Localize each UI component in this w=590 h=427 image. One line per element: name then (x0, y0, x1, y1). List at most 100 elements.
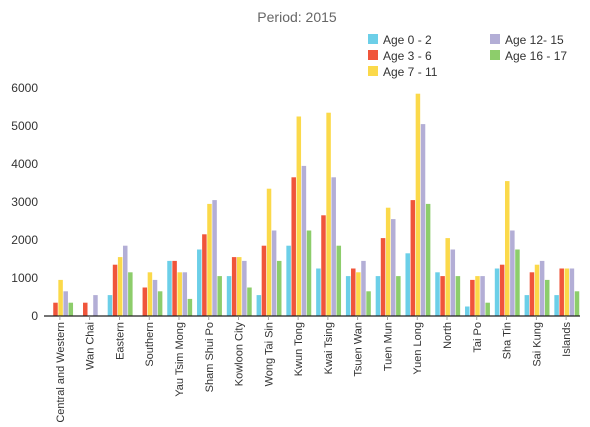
bar[interactable] (172, 260, 177, 316)
bar[interactable] (366, 291, 371, 316)
bar[interactable] (197, 249, 202, 317)
bar[interactable] (286, 245, 291, 316)
bar[interactable] (128, 272, 133, 316)
bar[interactable] (385, 207, 391, 316)
bar-group (53, 279, 74, 316)
bar[interactable] (510, 230, 515, 317)
bar[interactable] (217, 276, 222, 316)
legend-item[interactable]: Age 3 - 6 (368, 49, 432, 63)
bar[interactable] (266, 188, 272, 316)
bar[interactable] (524, 295, 530, 316)
bar[interactable] (53, 302, 58, 316)
bar[interactable] (539, 260, 545, 316)
bar[interactable] (68, 302, 74, 316)
bar[interactable] (231, 257, 237, 316)
bar[interactable] (167, 260, 172, 316)
bar[interactable] (117, 257, 123, 316)
bar[interactable] (356, 272, 361, 316)
bar[interactable] (187, 298, 193, 316)
bar[interactable] (237, 257, 242, 316)
bar[interactable] (515, 249, 520, 317)
bar[interactable] (177, 272, 182, 316)
bar-group (197, 200, 222, 316)
bar[interactable] (147, 272, 153, 316)
bar[interactable] (480, 276, 485, 316)
bar[interactable] (390, 219, 396, 316)
bar[interactable] (465, 306, 470, 317)
bar[interactable] (505, 181, 510, 316)
bar[interactable] (58, 279, 63, 316)
bar[interactable] (271, 230, 277, 317)
bar[interactable] (212, 200, 217, 316)
bar[interactable] (93, 295, 98, 316)
bar[interactable] (122, 245, 128, 316)
bar[interactable] (544, 279, 550, 316)
bar[interactable] (361, 260, 366, 316)
bar[interactable] (554, 295, 559, 316)
legend-item[interactable]: Age 16 - 17 (490, 49, 567, 63)
bar[interactable] (152, 279, 158, 316)
bar[interactable] (142, 287, 148, 317)
legend-item[interactable]: Age 0 - 2 (368, 33, 432, 47)
bar[interactable] (256, 295, 262, 316)
y-tick-label: 0 (31, 309, 38, 323)
bar[interactable] (420, 124, 426, 316)
bar-group (345, 260, 371, 317)
bar[interactable] (485, 302, 490, 316)
bar[interactable] (306, 230, 312, 317)
bar[interactable] (410, 200, 416, 316)
bar[interactable] (83, 302, 88, 316)
bar[interactable] (207, 203, 212, 316)
bar[interactable] (396, 276, 401, 316)
bar[interactable] (450, 249, 456, 317)
legend-item[interactable]: Age 7 - 11 (368, 65, 438, 79)
bar[interactable] (261, 245, 267, 316)
bar[interactable] (435, 272, 440, 316)
bar[interactable] (415, 93, 421, 316)
bar[interactable] (107, 295, 113, 316)
bar[interactable] (301, 165, 307, 316)
bar[interactable] (291, 177, 296, 316)
bar[interactable] (574, 291, 580, 316)
bar[interactable] (380, 238, 386, 316)
bar-group (142, 272, 163, 317)
bar[interactable] (112, 264, 118, 316)
bar[interactable] (564, 268, 570, 317)
bar[interactable] (534, 264, 540, 316)
legend-item[interactable]: Age 12- 15 (490, 33, 564, 47)
bar[interactable] (569, 268, 575, 317)
x-tick-label: Kwun Tong (293, 322, 305, 376)
legend-label: Age 12- 15 (505, 33, 564, 47)
bar[interactable] (182, 272, 188, 316)
bar[interactable] (494, 268, 500, 317)
bar[interactable] (316, 268, 321, 317)
bar[interactable] (247, 287, 252, 317)
bar[interactable] (375, 276, 381, 316)
bar[interactable] (470, 279, 475, 316)
bar[interactable] (336, 245, 342, 316)
bars (53, 93, 580, 317)
bar[interactable] (499, 264, 505, 316)
bar[interactable] (559, 268, 564, 317)
bar[interactable] (529, 272, 535, 316)
bar[interactable] (405, 253, 410, 316)
bar[interactable] (326, 112, 331, 316)
bar[interactable] (345, 276, 351, 316)
bar[interactable] (63, 291, 68, 316)
bar[interactable] (202, 234, 207, 316)
bar[interactable] (455, 276, 461, 316)
bar[interactable] (440, 276, 445, 316)
bar[interactable] (321, 215, 326, 316)
bar[interactable] (296, 116, 302, 317)
bar[interactable] (276, 260, 282, 316)
bar[interactable] (242, 260, 247, 316)
bar[interactable] (157, 291, 163, 316)
bar[interactable] (226, 276, 232, 316)
bar[interactable] (425, 203, 431, 316)
bar[interactable] (351, 268, 356, 317)
x-tick-label: Yau Tsim Mong (174, 322, 186, 397)
bar[interactable] (475, 276, 480, 316)
y-tick-label: 5000 (11, 119, 38, 133)
bar[interactable] (331, 177, 336, 316)
bar[interactable] (445, 238, 450, 316)
